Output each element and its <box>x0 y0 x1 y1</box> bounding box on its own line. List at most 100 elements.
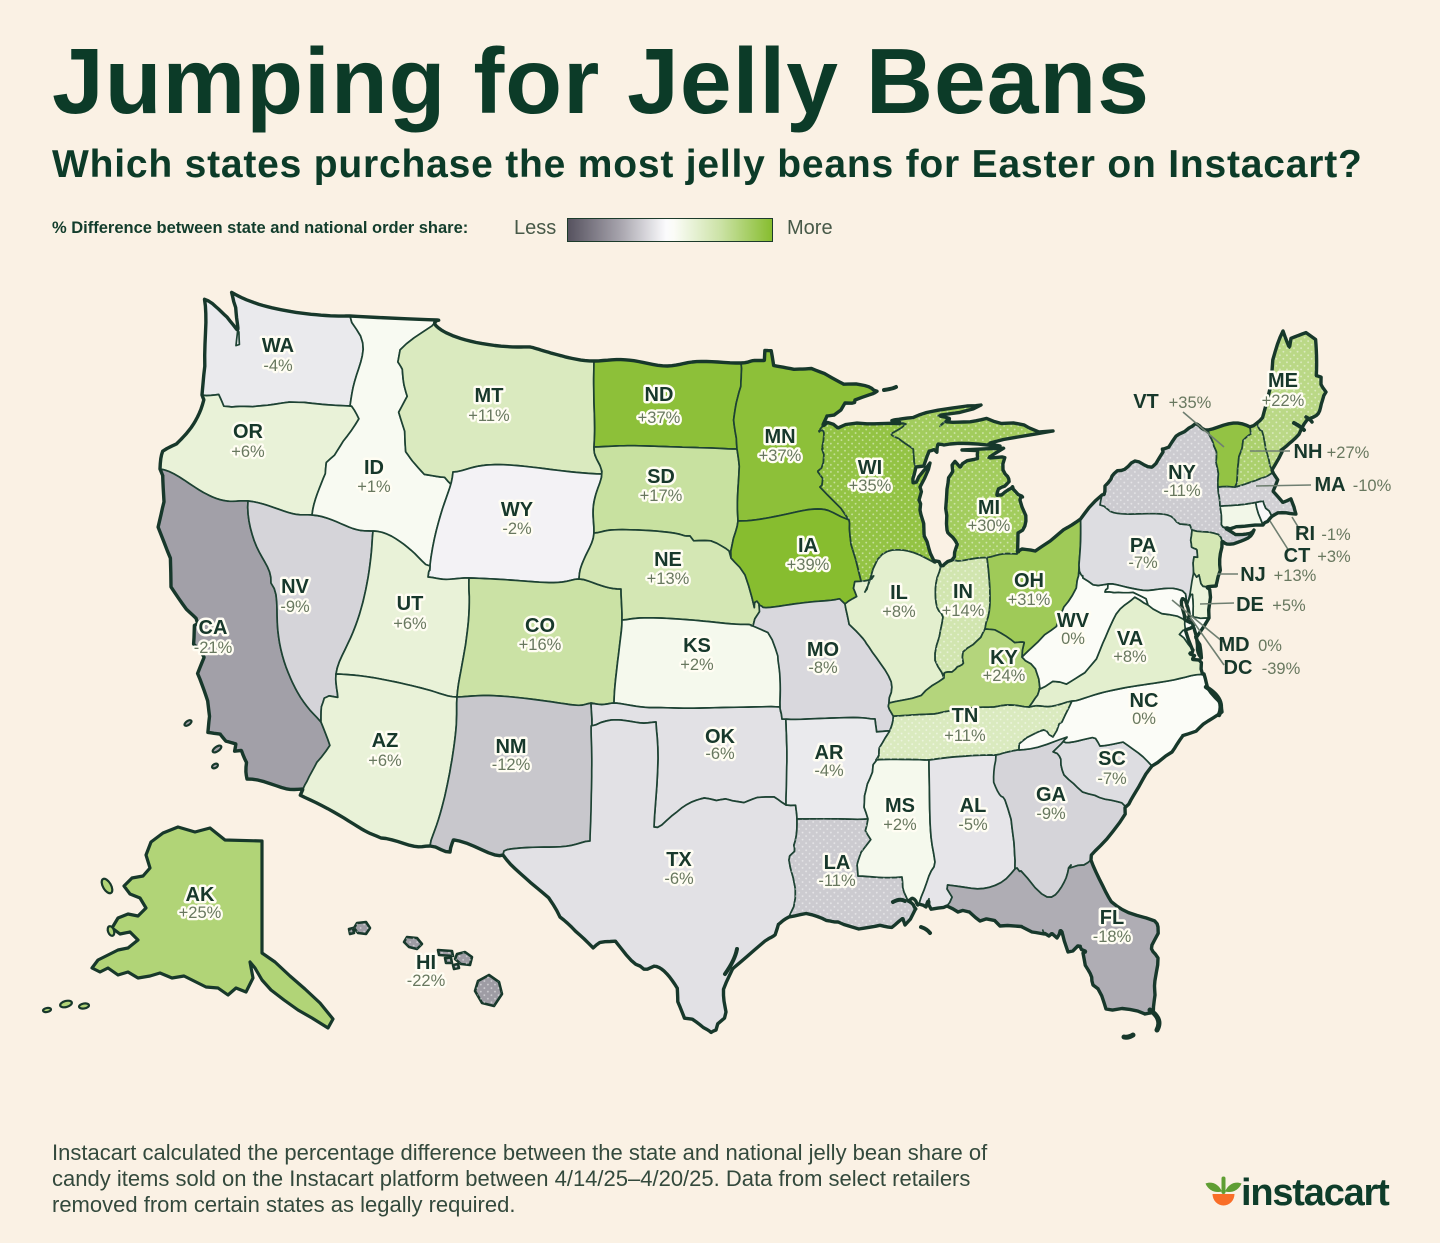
svg-text:NH: NH <box>1294 441 1323 463</box>
svg-text:MN: MN <box>764 426 795 448</box>
svg-text:+24%: +24% <box>983 667 1026 685</box>
svg-text:MD: MD <box>1218 634 1249 656</box>
svg-text:WV: WV <box>1057 610 1090 632</box>
svg-text:CA: CA <box>199 617 228 639</box>
svg-text:-6%: -6% <box>705 745 735 763</box>
svg-text:+3%: +3% <box>1317 548 1351 566</box>
svg-text:NY: NY <box>1168 462 1196 484</box>
svg-text:0%: 0% <box>1132 710 1156 728</box>
svg-text:-11%: -11% <box>818 872 856 890</box>
svg-text:+6%: +6% <box>231 443 265 461</box>
svg-text:NC: NC <box>1130 690 1159 712</box>
svg-text:OH: OH <box>1014 570 1044 592</box>
svg-text:AZ: AZ <box>372 730 399 752</box>
svg-text:IA: IA <box>798 535 818 557</box>
svg-text:NM: NM <box>495 736 526 758</box>
svg-text:NV: NV <box>281 576 309 598</box>
svg-text:MT: MT <box>475 385 504 407</box>
svg-text:+6%: +6% <box>368 752 402 770</box>
svg-text:+35%: +35% <box>1169 394 1212 412</box>
svg-text:IN: IN <box>953 581 973 603</box>
svg-text:-8%: -8% <box>808 659 838 677</box>
svg-text:ID: ID <box>364 457 384 479</box>
svg-text:DC: DC <box>1224 657 1253 679</box>
svg-text:+11%: +11% <box>468 407 510 425</box>
svg-text:CT: CT <box>1284 545 1311 567</box>
svg-text:-39%: -39% <box>1262 660 1301 678</box>
svg-text:+6%: +6% <box>393 615 427 633</box>
svg-text:0%: 0% <box>1061 630 1085 648</box>
svg-text:PA: PA <box>1130 535 1156 557</box>
svg-text:UT: UT <box>397 593 424 615</box>
svg-text:+13%: +13% <box>1274 567 1317 585</box>
svg-text:WY: WY <box>501 499 534 521</box>
svg-text:+17%: +17% <box>640 487 683 505</box>
svg-text:-10%: -10% <box>1353 477 1392 495</box>
svg-text:+13%: +13% <box>647 570 690 588</box>
svg-text:ME: ME <box>1268 370 1298 392</box>
svg-text:+8%: +8% <box>1113 648 1147 666</box>
svg-text:-2%: -2% <box>502 520 532 538</box>
svg-text:MA: MA <box>1314 474 1345 496</box>
svg-text:KY: KY <box>990 647 1018 669</box>
svg-text:0%: 0% <box>1258 637 1282 655</box>
svg-text:NE: NE <box>654 549 682 571</box>
svg-text:+16%: +16% <box>519 636 562 654</box>
svg-text:FL: FL <box>1100 907 1124 929</box>
svg-text:MI: MI <box>978 497 1000 519</box>
svg-text:MO: MO <box>807 639 839 661</box>
svg-text:-4%: -4% <box>263 357 293 375</box>
svg-text:DE: DE <box>1236 594 1264 616</box>
svg-text:+5%: +5% <box>1272 597 1306 615</box>
svg-text:+30%: +30% <box>968 517 1011 535</box>
svg-text:TN: TN <box>952 705 979 727</box>
svg-text:LA: LA <box>824 852 851 874</box>
svg-text:-7%: -7% <box>1128 554 1158 572</box>
svg-text:+35%: +35% <box>849 477 892 495</box>
svg-text:-11%: -11% <box>1163 482 1201 500</box>
svg-text:+37%: +37% <box>638 409 681 427</box>
svg-text:IL: IL <box>890 582 908 604</box>
svg-text:AK: AK <box>186 884 215 906</box>
svg-text:KS: KS <box>683 635 711 657</box>
svg-text:-22%: -22% <box>407 972 446 990</box>
svg-text:HI: HI <box>416 952 436 974</box>
svg-text:+14%: +14% <box>942 602 985 620</box>
svg-text:-12%: -12% <box>492 756 531 774</box>
svg-text:OK: OK <box>705 726 736 748</box>
svg-text:RI: RI <box>1295 523 1315 545</box>
svg-text:ND: ND <box>645 384 674 406</box>
svg-text:+2%: +2% <box>883 816 917 834</box>
svg-text:VT: VT <box>1133 391 1159 413</box>
svg-text:+39%: +39% <box>787 556 830 574</box>
svg-text:+11%: +11% <box>944 727 986 745</box>
svg-text:TX: TX <box>666 849 692 871</box>
svg-text:-7%: -7% <box>1097 770 1127 788</box>
svg-text:VA: VA <box>1117 628 1143 650</box>
svg-text:AL: AL <box>960 795 987 817</box>
svg-text:NJ: NJ <box>1240 564 1266 586</box>
svg-text:CO: CO <box>525 615 555 637</box>
svg-text:+27%: +27% <box>1327 444 1370 462</box>
svg-text:+1%: +1% <box>357 478 391 496</box>
svg-text:WA: WA <box>262 335 294 357</box>
svg-text:+37%: +37% <box>759 447 802 465</box>
svg-text:+22%: +22% <box>1262 392 1305 410</box>
svg-text:+8%: +8% <box>882 603 916 621</box>
svg-text:-4%: -4% <box>814 762 844 780</box>
svg-text:SD: SD <box>647 466 675 488</box>
svg-text:AR: AR <box>815 742 844 764</box>
svg-text:SC: SC <box>1098 748 1126 770</box>
svg-text:-6%: -6% <box>664 870 694 888</box>
svg-text:+2%: +2% <box>680 656 714 674</box>
svg-text:+31%: +31% <box>1008 591 1051 609</box>
svg-text:-1%: -1% <box>1321 526 1351 544</box>
svg-text:GA: GA <box>1036 784 1066 806</box>
svg-text:-9%: -9% <box>1036 805 1066 823</box>
svg-text:+25%: +25% <box>179 904 222 922</box>
svg-text:-18%: -18% <box>1093 928 1132 946</box>
svg-text:OR: OR <box>233 421 264 443</box>
svg-text:-9%: -9% <box>280 598 310 616</box>
svg-text:MS: MS <box>885 795 915 817</box>
svg-text:WI: WI <box>858 457 882 479</box>
